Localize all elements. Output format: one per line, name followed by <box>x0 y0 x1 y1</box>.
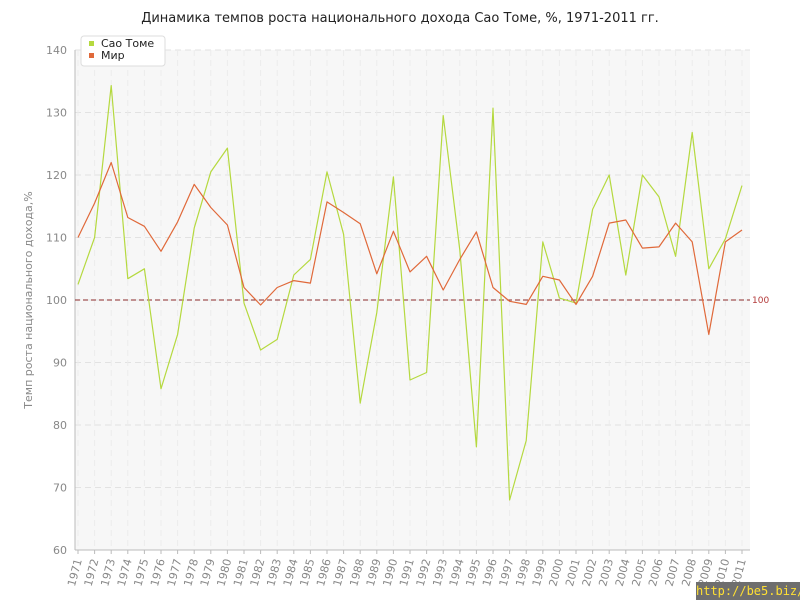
reference-line-label: 100 <box>752 296 769 306</box>
legend-label-sao-tome: Сао Томе <box>101 37 154 50</box>
legend-label-world: Мир <box>101 49 125 62</box>
y-tick-label: 60 <box>53 544 67 557</box>
series-line-1 <box>77 161 743 335</box>
y-tick-label: 80 <box>53 419 67 432</box>
y-tick-label: 70 <box>53 482 67 495</box>
reference-line-group: 100 <box>75 296 769 306</box>
legend-box <box>80 35 166 67</box>
y-tick-label: 140 <box>46 44 67 57</box>
series-lines <box>77 84 743 501</box>
y-axis-label: Темп роста национального дохода,% <box>22 191 35 409</box>
y-tick-label: 90 <box>53 357 67 370</box>
chart-title: Динамика темпов роста национального дохо… <box>141 11 659 26</box>
legend-swatch-world <box>89 53 94 58</box>
x-ticks: 1971197219731974197519761977197819791980… <box>65 550 749 588</box>
watermark[interactable]: http://be5.biz/ <box>696 582 800 600</box>
y-tick-label: 100 <box>46 294 67 307</box>
y-ticks: 60 70 80 90 100 110 120 130 140 <box>46 44 67 557</box>
series-line-0 <box>77 84 743 501</box>
y-tick-label: 130 <box>46 107 67 120</box>
legend: Сао Томе Мир <box>80 35 166 67</box>
y-tick-label: 110 <box>46 232 67 245</box>
y-tick-label: 120 <box>46 169 67 182</box>
legend-swatch-sao-tome <box>89 41 94 46</box>
